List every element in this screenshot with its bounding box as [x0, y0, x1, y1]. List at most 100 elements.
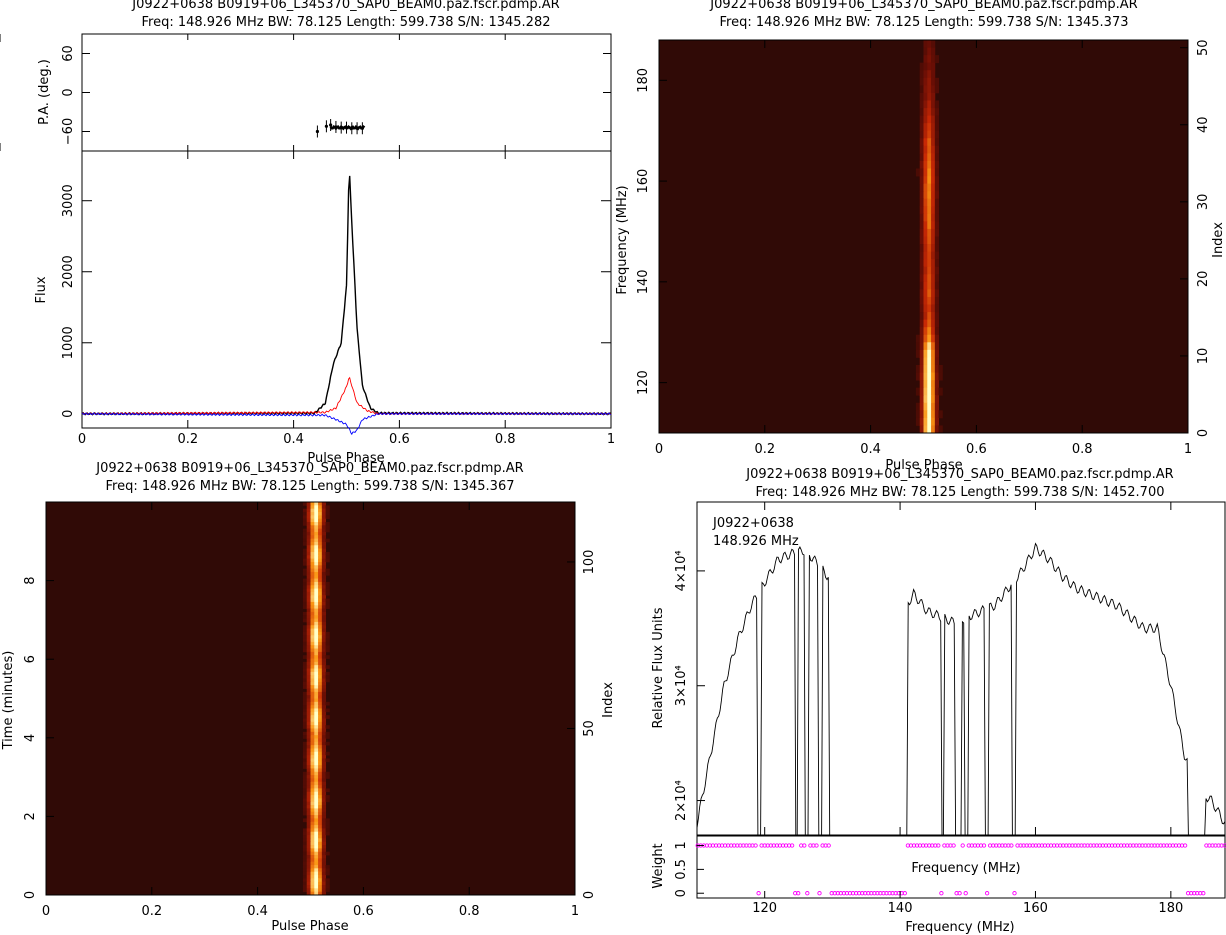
- pa-ytick-label: 60: [61, 45, 76, 62]
- tp-cell: [325, 555, 330, 560]
- tp-cell: [321, 858, 327, 863]
- tp-cell: [314, 748, 319, 753]
- fp-cell: [923, 425, 928, 434]
- tp-cell: [318, 541, 323, 546]
- fp-cell: [927, 100, 932, 109]
- tp-cell: [302, 805, 308, 809]
- tp-cell: [302, 538, 308, 543]
- profile-panel: J0922+0638 B0919+06_L345370_SAP0_BEAM0.p…: [0, 0, 615, 466]
- tp-cell: [318, 715, 323, 719]
- fp-cell: [919, 289, 924, 298]
- tp-cell: [325, 868, 330, 873]
- tp-cell: [325, 505, 330, 510]
- tp-cell: [302, 585, 308, 589]
- tp-cell: [306, 658, 311, 663]
- fp-cell: [927, 198, 932, 207]
- fp-cell: [919, 425, 924, 434]
- tp-cell: [318, 621, 323, 626]
- tp-cell: [314, 785, 319, 789]
- tp-cell: [310, 741, 315, 746]
- fp-cell: [923, 251, 928, 260]
- tp-cell: [318, 502, 323, 506]
- tp-cell: [321, 658, 327, 663]
- tp-cell: [310, 595, 315, 599]
- fp-cell: [931, 259, 936, 268]
- fp-cell: [923, 395, 928, 404]
- tp-cell: [314, 735, 319, 739]
- fp-cell: [931, 153, 936, 162]
- tp-cell: [306, 601, 311, 606]
- tp-xtick-label: 1: [571, 904, 579, 919]
- tp-cell: [321, 795, 327, 799]
- fp-cell: [923, 244, 928, 253]
- tp-cell: [310, 525, 315, 530]
- tp-cell: [321, 531, 327, 536]
- tp-cell: [314, 788, 319, 793]
- fp-cell: [934, 228, 940, 237]
- tp-cell: [310, 505, 315, 510]
- tp-cell: [321, 565, 327, 570]
- tp-cell: [302, 718, 308, 723]
- tp-cell: [306, 788, 311, 793]
- tp-cell: [306, 888, 311, 893]
- tp-cell: [310, 585, 315, 589]
- tp-cell: [310, 855, 315, 859]
- tp-cell: [321, 725, 327, 729]
- tp-cell: [318, 618, 323, 623]
- tp-cell: [314, 688, 319, 693]
- tp-cell: [306, 698, 311, 703]
- tp-cell: [310, 751, 315, 756]
- tp-cell: [318, 578, 323, 583]
- tp-cell: [318, 671, 323, 676]
- tp-cell: [310, 868, 315, 873]
- tp-cell: [306, 528, 311, 533]
- tp-cell: [321, 598, 327, 603]
- profile-line: [81, 412, 612, 436]
- tp-cell: [306, 771, 311, 776]
- fp-cell: [927, 77, 932, 86]
- tp-cell: [325, 881, 330, 886]
- tp-cell: [321, 811, 327, 816]
- tp-cell: [314, 671, 319, 676]
- tp-cell: [310, 555, 315, 560]
- fp-cell: [923, 372, 928, 381]
- tp-cell: [321, 548, 327, 553]
- tp-cell: [321, 755, 327, 759]
- tp-cell: [321, 741, 327, 746]
- tp-cell: [314, 738, 319, 743]
- tp-cell: [302, 841, 308, 846]
- tp-cell: [306, 718, 311, 723]
- tp-cell: [306, 851, 311, 856]
- tp-cell: [325, 715, 330, 719]
- fp-cell: [923, 40, 928, 48]
- tp-cell: [306, 731, 311, 736]
- profile-xtick-label: 1: [607, 432, 615, 447]
- weight-point: [1201, 891, 1206, 896]
- bandpass-title-line1: J0922+0638 B0919+06_L345370_SAP0_BEAM0.p…: [745, 467, 1173, 482]
- tp-cell: [306, 805, 311, 809]
- tp-cell: [302, 611, 308, 616]
- tp-cell: [306, 871, 311, 876]
- fp-cell: [927, 168, 932, 177]
- tp-cell: [321, 705, 327, 709]
- tp-cell: [302, 615, 308, 619]
- tp-cell: [318, 798, 323, 803]
- tp-cell: [318, 675, 323, 679]
- profile-xtick-label: 0.4: [283, 432, 304, 447]
- tp-cell: [321, 885, 327, 889]
- tp-cell: [306, 695, 311, 699]
- tp-cell: [310, 701, 315, 706]
- tp-ytick-label: 4: [23, 734, 38, 742]
- profile-line: [81, 175, 612, 416]
- fp-cell: [919, 349, 924, 358]
- pa-point: [315, 129, 320, 134]
- tp-cell: [325, 821, 330, 826]
- fp-cell: [923, 266, 928, 275]
- tp-cell: [321, 625, 327, 629]
- tp-cell: [310, 748, 315, 753]
- tp-cell: [318, 728, 323, 733]
- tp-cell: [325, 551, 330, 556]
- fp-cell: [923, 77, 928, 86]
- fp-cell: [934, 55, 940, 64]
- tp-cell: [302, 698, 308, 703]
